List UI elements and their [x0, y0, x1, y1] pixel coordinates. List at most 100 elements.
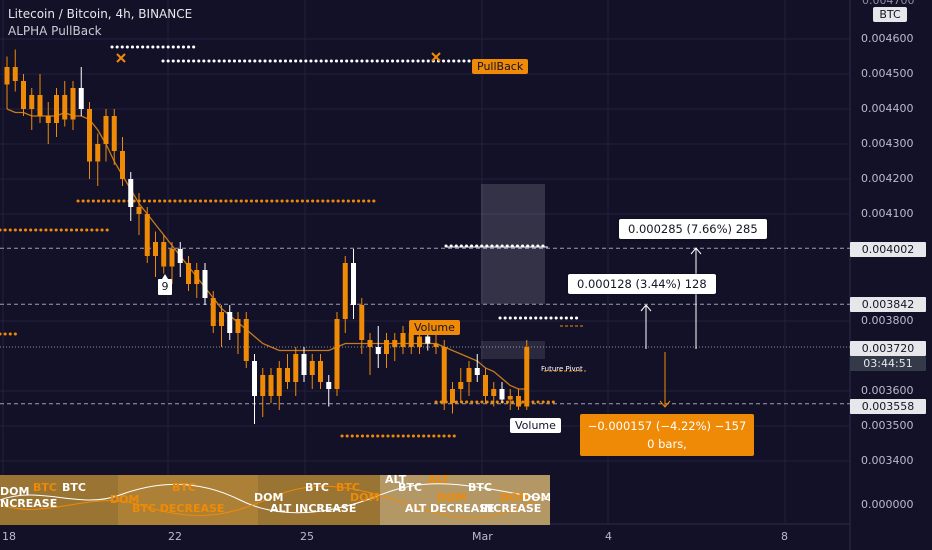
candle: [417, 333, 422, 354]
indicator-wave: [0, 483, 551, 514]
candle-body: [417, 336, 422, 347]
candle-body: [219, 312, 224, 326]
indicator-strip: DOM BTC BTC NCREASE DOM BTC DECREASE BTC…: [0, 475, 550, 525]
top-price-partial: 0.004700: [862, 0, 915, 7]
price-label: 0.003800: [861, 314, 914, 327]
strip-text: BTC: [305, 481, 329, 494]
candle-body: [474, 368, 480, 375]
candle-body: [161, 242, 167, 267]
candle: [491, 382, 497, 407]
candle-body: [483, 375, 488, 396]
time-label: 22: [168, 530, 182, 543]
candle: [120, 137, 125, 186]
candle-body: [491, 389, 497, 396]
candle: [499, 382, 505, 403]
candle-body: [392, 340, 398, 347]
currency-badge[interactable]: BTC: [873, 7, 907, 22]
candle: [128, 172, 134, 221]
candle-body: [359, 305, 365, 340]
candle: [326, 375, 332, 407]
candle-body: [450, 389, 455, 403]
measure-down-line1: −0.000157 (−4.22%) −157: [587, 419, 747, 433]
moving-average-path: [6, 108, 527, 390]
candle: [111, 109, 117, 165]
candle-body: [334, 319, 340, 389]
candle: [309, 354, 315, 389]
indicator-name: ALPHA PullBack: [8, 24, 102, 38]
projection-box: [481, 184, 545, 304]
candle: [78, 67, 84, 116]
strip-text: ALT DECREASE: [405, 502, 495, 515]
time-label: 25: [300, 530, 314, 543]
candle: [177, 242, 183, 277]
candle-body: [87, 109, 92, 162]
measure-down-box[interactable]: −0.000157 (−4.22%) −157 0 bars,: [580, 414, 754, 456]
candle-body: [120, 151, 125, 179]
candle-body: [285, 368, 290, 382]
future-pivot-label: Future Pivot: [541, 365, 583, 373]
strip-text: BTC: [62, 481, 86, 494]
candle: [243, 312, 249, 368]
candle-body: [433, 343, 439, 347]
candle-body: [45, 116, 51, 123]
strip-text: ALT INCREASE: [270, 502, 357, 515]
price-label: 0.004600: [861, 32, 914, 45]
support-price-tag: 0.003558: [850, 399, 926, 414]
candle-body: [260, 375, 266, 396]
candle-body: [309, 361, 315, 375]
strip-text: DOM: [350, 491, 380, 504]
candle-body: [21, 81, 26, 109]
candle-body: [95, 144, 101, 162]
candle: [54, 88, 59, 137]
candle: [29, 88, 35, 130]
candle: [524, 340, 530, 410]
candle-body: [194, 270, 200, 284]
candle-body: [111, 116, 117, 151]
chart-overlays: [0, 45, 850, 525]
strip-text: NCREASE: [0, 497, 58, 510]
projection-box-lower: [481, 341, 545, 359]
resistance-price-tag: 0.004002: [850, 242, 926, 257]
candle: [285, 354, 290, 389]
current-price-tag: 0.003720: [850, 341, 926, 356]
candle-body: [268, 375, 274, 396]
price-label: 0.000000: [861, 498, 914, 511]
time-label: 4: [605, 530, 612, 543]
candle: [21, 74, 26, 116]
candle-body: [128, 179, 134, 207]
candle: [516, 389, 521, 410]
candle: [318, 354, 323, 389]
candle-body: [12, 67, 18, 81]
candle: [433, 333, 439, 354]
time-label: Mar: [472, 530, 493, 543]
candle-body: [78, 88, 84, 109]
measure-arrow-small-head: [640, 304, 652, 312]
candle: [293, 347, 299, 396]
x-marker: [116, 53, 126, 63]
indicator-wave: [0, 485, 551, 519]
candle-body: [29, 95, 35, 109]
symbol-title: Litecoin / Bitcoin, 4h, BINANCE: [8, 7, 193, 21]
measure-up-large[interactable]: 0.000285 (7.66%) 285: [619, 219, 767, 239]
candle: [153, 231, 158, 277]
strip-text: DOM: [0, 485, 30, 498]
candle-body: [516, 396, 521, 407]
candle: [87, 102, 92, 179]
strip-text: ALT: [385, 475, 407, 486]
candle-body: [202, 270, 208, 298]
candle: [260, 368, 266, 417]
candle: [144, 207, 150, 263]
count-badge: 9: [158, 274, 172, 295]
candle-body: [186, 263, 191, 284]
strip-text: BTC: [336, 481, 360, 494]
candle-body: [499, 389, 505, 400]
candle-body: [210, 298, 216, 326]
candle: [103, 109, 109, 162]
candle: [400, 326, 406, 354]
measure-up-small[interactable]: 0.000128 (3.44%) 128: [568, 274, 716, 294]
strip-text: BTC: [33, 481, 57, 494]
candle-body: [169, 249, 175, 267]
strip-text: BTC: [468, 481, 492, 494]
candle: [235, 312, 241, 354]
